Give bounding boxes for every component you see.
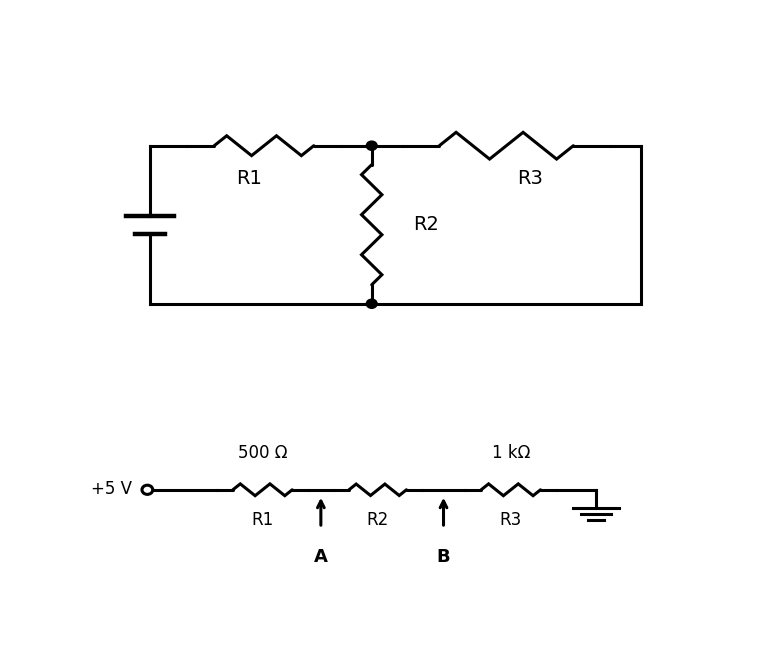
Text: R3: R3: [517, 169, 543, 189]
Circle shape: [367, 299, 377, 308]
Text: A: A: [314, 548, 328, 567]
Text: B: B: [437, 548, 450, 567]
Text: R3: R3: [499, 511, 522, 529]
Text: +5 V: +5 V: [91, 480, 133, 498]
Text: R2: R2: [367, 511, 389, 529]
Circle shape: [367, 141, 377, 150]
Text: 1 kΩ: 1 kΩ: [492, 444, 530, 462]
Text: R1: R1: [236, 169, 262, 189]
Text: 500 Ω: 500 Ω: [238, 444, 287, 462]
Text: R2: R2: [414, 215, 439, 234]
Text: R1: R1: [252, 511, 273, 529]
